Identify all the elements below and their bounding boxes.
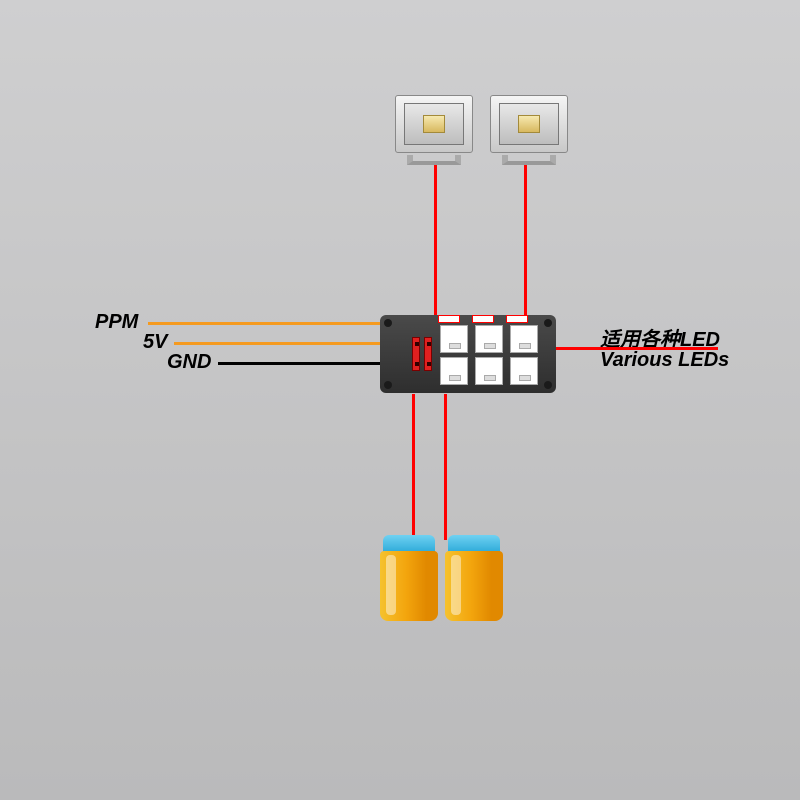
- led-lamp-chip-icon: [423, 115, 445, 133]
- jst-red-0: [438, 315, 460, 323]
- jst-white-1-1: [475, 357, 503, 385]
- beacon-lamp-2: [445, 535, 503, 621]
- pin-header-2: [424, 337, 432, 371]
- led-lamp-bracket: [502, 155, 556, 165]
- led-lamp-chip-icon: [518, 115, 540, 133]
- jst-white-0-0: [440, 325, 468, 353]
- wire-beacon1: [412, 394, 415, 540]
- led-lamp-bracket: [407, 155, 461, 165]
- beacon-lamp-1: [380, 535, 438, 621]
- led-lamp-2: [490, 95, 568, 165]
- label-gnd: GND: [167, 351, 211, 374]
- wire-gnd: [218, 362, 380, 365]
- pin-header-1: [412, 337, 420, 371]
- label-ppm: PPM: [95, 311, 138, 334]
- jst-white-1-0: [440, 357, 468, 385]
- led-lamp-1: [395, 95, 473, 165]
- beacon-body: [380, 551, 438, 621]
- jst-white-0-2: [510, 325, 538, 353]
- wire-beacon2: [444, 394, 447, 540]
- jst-red-2: [506, 315, 528, 323]
- screw-hole-0: [384, 319, 392, 327]
- beacon-body: [445, 551, 503, 621]
- wire-right-led: [556, 347, 718, 350]
- jst-white-1-2: [510, 357, 538, 385]
- controller-board: [380, 315, 556, 393]
- jst-white-0-1: [475, 325, 503, 353]
- label-v5: 5V: [143, 331, 167, 354]
- screw-hole-1: [384, 381, 392, 389]
- wire-5v: [174, 342, 380, 345]
- jst-red-1: [472, 315, 494, 323]
- label-led_en: Various LEDs: [600, 349, 729, 372]
- diagram-canvas: PPM5VGND适用各种LEDVarious LEDs: [0, 0, 800, 800]
- screw-hole-2: [544, 319, 552, 327]
- screw-hole-3: [544, 381, 552, 389]
- wire-led1: [434, 165, 437, 318]
- wire-led2: [524, 165, 527, 318]
- wire-ppm: [148, 322, 380, 325]
